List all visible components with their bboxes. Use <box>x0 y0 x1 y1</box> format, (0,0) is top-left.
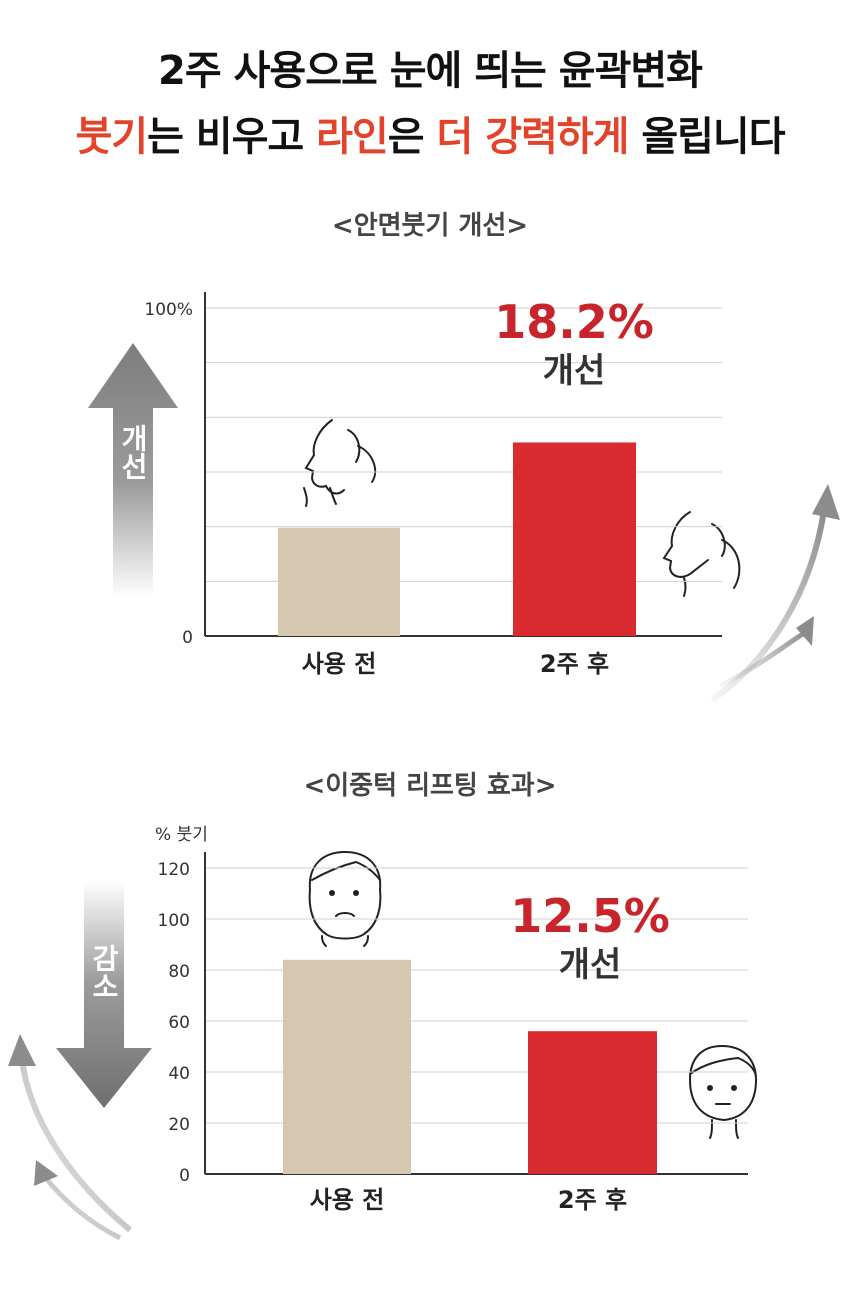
y-tick-label: 120 <box>158 860 190 880</box>
headline-line-2: 붓기는 비우고 라인은 더 강력하게 올립니다 <box>0 104 860 162</box>
face-profile-before-icon <box>303 419 377 507</box>
chart2-title: <이중턱 리프팅 효과> <box>303 771 557 801</box>
y-tick-label: 0 <box>182 628 193 648</box>
y-tick-label: 20 <box>168 1115 190 1135</box>
bar <box>528 1031 657 1174</box>
face-profile-after-icon <box>662 511 741 597</box>
y-tick-label: 80 <box>168 962 190 982</box>
improvement-label: 개선 <box>559 945 622 985</box>
face-front-after-icon <box>688 1044 758 1139</box>
y-tick-label: 100% <box>144 300 193 320</box>
x-category-label: 2주 후 <box>540 650 609 678</box>
headline-part: 은 <box>387 114 437 160</box>
curved-arrow-up-icon <box>8 1034 132 1241</box>
y-tick-label: 60 <box>168 1013 190 1033</box>
headline-part: 올립니다 <box>628 114 785 160</box>
curved-arrow-up-icon <box>710 484 840 703</box>
face-front-before-icon <box>308 850 382 947</box>
headline-part: 는 비우고 <box>147 114 317 160</box>
headline-part: 라인 <box>316 114 389 160</box>
chart1-side-arrow-label: 개선 <box>117 424 150 480</box>
bar <box>283 959 411 1174</box>
headline-line-1: 2주 사용으로 눈에 띄는 윤곽변화 <box>158 48 703 94</box>
x-category-label: 사용 전 <box>302 650 377 678</box>
unit-label: % 붓기 <box>155 825 208 845</box>
improvement-value: 18.2% <box>494 295 654 349</box>
y-tick-label: 0 <box>179 1166 190 1186</box>
headline-part: 더 강력하게 <box>436 114 629 160</box>
x-category-label: 2주 후 <box>558 1186 627 1214</box>
bar <box>513 442 636 636</box>
chart2-side-arrow-icon <box>56 880 152 1108</box>
improvement-value: 12.5% <box>510 889 670 943</box>
bar <box>278 527 400 636</box>
chart1-title: <안면붓기 개선> <box>331 211 529 241</box>
chart2-side-arrow-label: 감소 <box>88 944 121 1000</box>
y-tick-label: 100 <box>158 911 190 931</box>
improvement-label: 개선 <box>543 351 606 391</box>
y-tick-label: 40 <box>168 1064 190 1084</box>
headline-part: 붓기 <box>75 114 148 160</box>
chart1-side-arrow-icon <box>88 343 178 598</box>
x-category-label: 사용 전 <box>310 1186 385 1214</box>
